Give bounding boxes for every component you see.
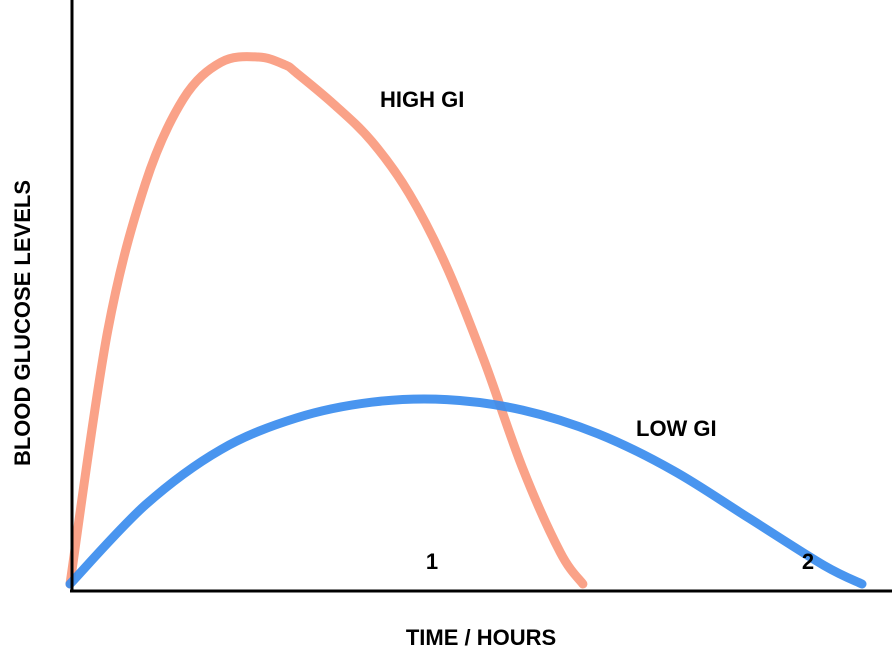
x-tick-label-2: 2	[802, 549, 814, 574]
series-line-low-gi	[65, 394, 867, 589]
x-axis-label: TIME / HOURS	[406, 625, 556, 650]
series-layer	[65, 52, 867, 589]
y-axis-label: BLOOD GLUCOSE LEVELS	[10, 180, 35, 466]
x-tick-label-1: 1	[426, 549, 438, 574]
series-label-low-gi: LOW GI	[636, 416, 717, 441]
series-label-high-gi: HIGH GI	[380, 87, 464, 112]
